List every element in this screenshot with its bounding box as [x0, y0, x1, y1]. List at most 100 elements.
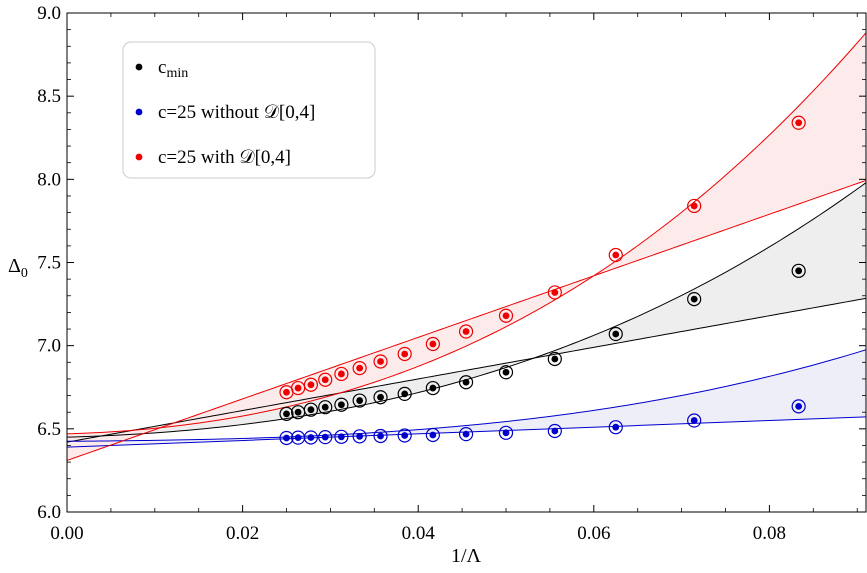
data-point [377, 432, 384, 440]
data-point [690, 295, 698, 303]
data-point [294, 384, 302, 392]
data-point-ring [303, 377, 319, 392]
data-point-ring [458, 427, 474, 442]
data-point-ring [547, 423, 562, 439]
data-point [307, 381, 315, 389]
data-point-ring [547, 285, 562, 300]
x-tick-label: 0.06 [577, 523, 610, 544]
data-point-ring [352, 361, 367, 376]
data-point [401, 390, 409, 398]
legend-label: c=25 with 𝒟[0,4] [158, 147, 291, 168]
data-point [502, 429, 510, 437]
data-point-ring [498, 308, 514, 323]
legend-label: c=25 without 𝒟[0,4] [158, 102, 315, 123]
data-point-ring [303, 402, 319, 417]
data-point-ring [608, 326, 623, 342]
data-point [795, 119, 803, 127]
y-tick-label: 7.5 [37, 253, 61, 274]
data-point [462, 430, 470, 438]
data-point [551, 289, 559, 296]
data-point [356, 364, 364, 372]
data-point-ring [352, 393, 367, 408]
y-tick-label: 6.0 [37, 502, 61, 523]
data-point [401, 350, 409, 358]
data-point-ring [547, 351, 562, 367]
data-point-ring [334, 397, 349, 412]
x-axis-title: 1/Λ [451, 545, 482, 567]
fit-upper-line [66, 349, 867, 442]
legend-label: cmin [158, 57, 188, 81]
data-point-ring [458, 324, 474, 339]
data-point-ring [498, 425, 514, 440]
data-point [502, 312, 510, 320]
data-point [690, 202, 698, 210]
data-point-ring [608, 247, 623, 263]
data-point-ring [498, 365, 514, 380]
data-point [462, 378, 470, 386]
data-point-ring [318, 430, 333, 445]
data-point [377, 358, 384, 365]
data-point [429, 431, 437, 439]
data-point [377, 393, 384, 401]
y-axis-ticks: 6.0 6.5 7.0 7.5 8.0 8.5 9.0 [37, 3, 866, 523]
data-point-ring [687, 413, 702, 428]
x-tick-label: 0.02 [226, 523, 259, 544]
data-point-ring [397, 428, 412, 443]
data-point-ring [334, 429, 349, 444]
data-point [401, 432, 409, 439]
data-point-ring [791, 399, 806, 414]
x-tick-label: 0.00 [50, 523, 83, 544]
x-tick-label: 0.04 [402, 523, 436, 544]
data-point-ring [425, 427, 440, 443]
fit-upper-line [66, 32, 867, 435]
data-point-ring [425, 380, 440, 396]
y-axis-title: Δ0 [8, 255, 28, 281]
legend-marker [135, 63, 143, 71]
y-tick-label: 9.0 [37, 3, 61, 24]
data-point [690, 417, 698, 424]
data-point [612, 330, 620, 338]
legend-box [122, 41, 376, 179]
y-tick-label: 8.0 [37, 169, 61, 190]
fit-band [67, 182, 866, 443]
data-point-ring [791, 115, 806, 130]
data-point [502, 368, 510, 376]
data-point [337, 370, 345, 378]
legend-marker [135, 153, 143, 161]
data-point-ring [687, 198, 702, 214]
data-point-ring [608, 420, 623, 435]
legend-marker [135, 108, 143, 116]
data-point [356, 432, 364, 440]
y-tick-label: 7.0 [37, 336, 61, 357]
data-point-ring [397, 386, 412, 402]
data-point [294, 408, 302, 416]
data-point [321, 376, 329, 384]
data-point [294, 434, 302, 442]
data-point [307, 406, 315, 414]
data-point [283, 434, 290, 442]
data-point-ring [279, 430, 294, 446]
data-point [795, 267, 803, 275]
data-point [337, 401, 345, 409]
data-point-ring [425, 336, 440, 352]
data-point-ring [791, 263, 806, 278]
data-point [795, 402, 803, 410]
data-point [462, 328, 470, 335]
data-point [321, 433, 329, 441]
fit-lower-line [66, 179, 867, 461]
data-point [612, 423, 620, 431]
data-point-ring [687, 291, 702, 307]
data-point-ring [318, 400, 333, 415]
data-point [321, 403, 329, 411]
data-point [283, 388, 290, 396]
x-tick-label: 0.08 [753, 523, 786, 544]
fit-lower-line [66, 297, 867, 443]
data-point-ring [318, 372, 333, 387]
data-point [429, 340, 437, 348]
data-point-ring [397, 346, 412, 362]
x-axis-ticks: 0.00 0.02 0.04 0.06 0.08 [50, 13, 858, 544]
y-tick-label: 6.5 [37, 419, 61, 440]
data-point-ring [373, 354, 388, 369]
y-tick-label: 8.5 [37, 86, 61, 107]
data-point [337, 433, 345, 441]
